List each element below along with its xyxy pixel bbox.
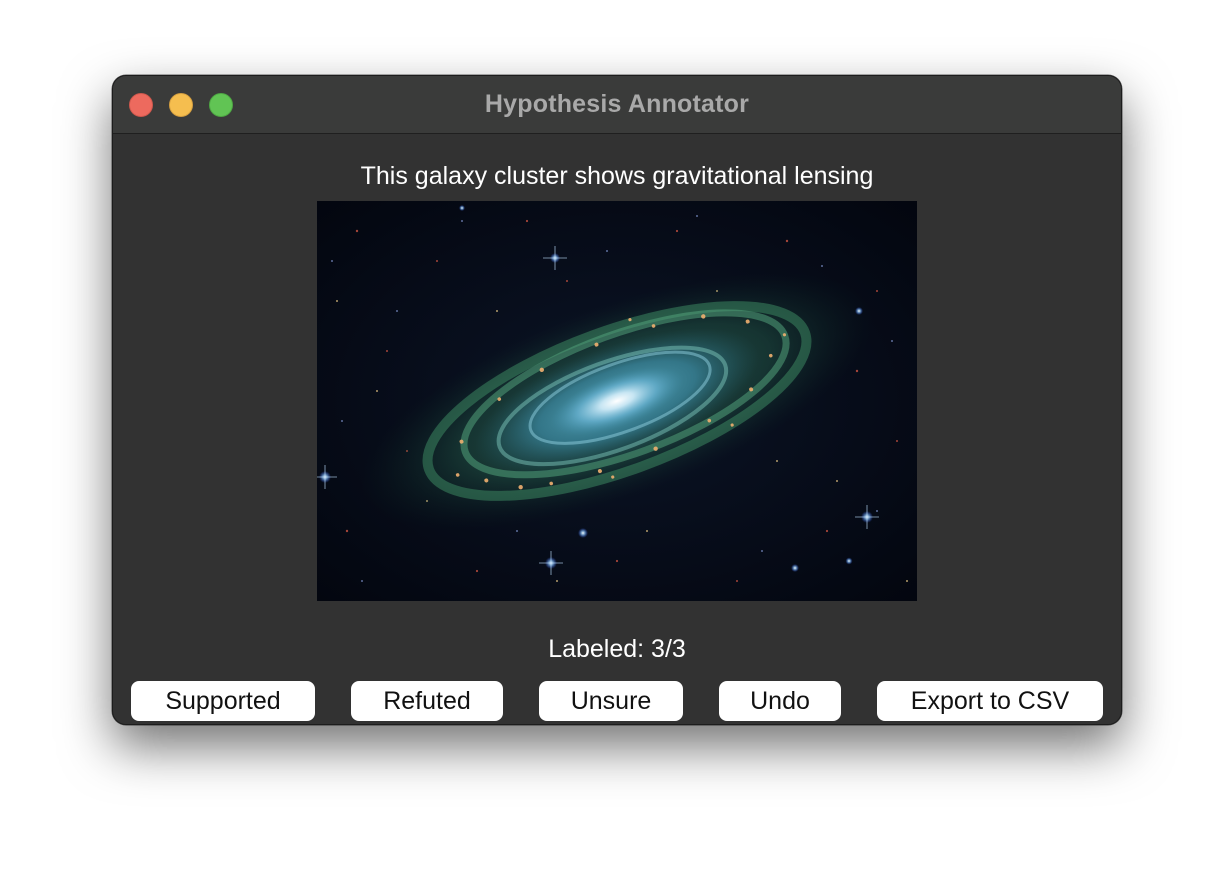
minimize-window-button[interactable] (169, 93, 193, 117)
export-csv-button[interactable]: Export to CSV (877, 681, 1103, 721)
maximize-window-button[interactable] (209, 93, 233, 117)
hypothesis-text: This galaxy cluster shows gravitational … (360, 162, 874, 190)
title-bar[interactable]: Hypothesis Annotator (113, 76, 1121, 134)
unsure-button[interactable]: Unsure (539, 681, 683, 721)
galaxy-image (317, 201, 917, 601)
window-title: Hypothesis Annotator (484, 90, 750, 118)
supported-button[interactable]: Supported (131, 681, 315, 721)
app-window: Hypothesis Annotator This galaxy cluster… (112, 75, 1122, 725)
refuted-button[interactable]: Refuted (351, 681, 503, 721)
undo-button[interactable]: Undo (719, 681, 841, 721)
close-window-button[interactable] (129, 93, 153, 117)
labeled-progress: Labeled: 3/3 (548, 635, 686, 663)
